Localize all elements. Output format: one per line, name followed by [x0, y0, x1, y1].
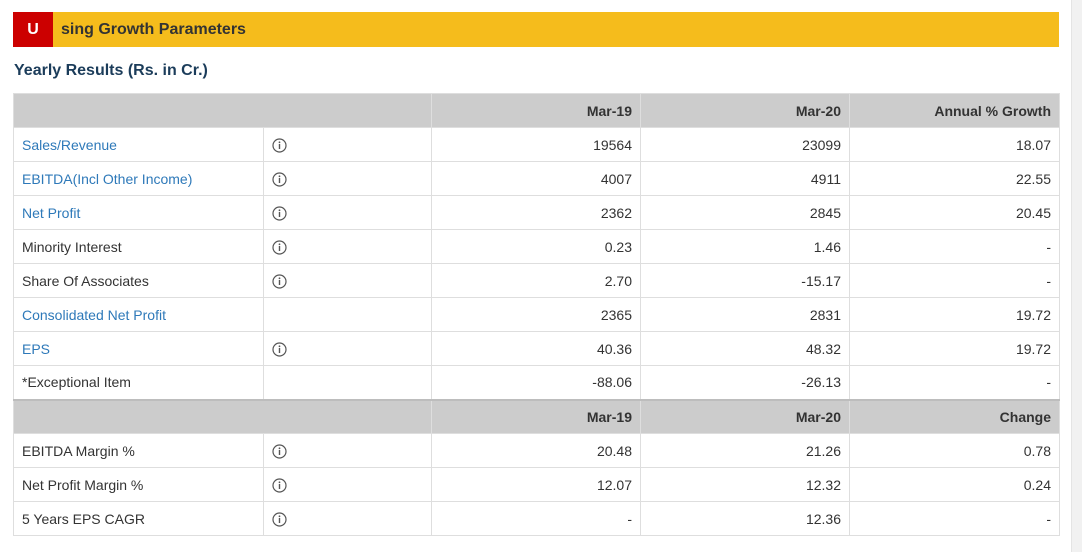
row-label-net-profit[interactable]: Net Profit — [13, 195, 264, 230]
cell-value: -15.17 — [640, 263, 850, 298]
yearly-results-table: Mar-19 Mar-20 Annual % Growth Sales/Reve… — [13, 93, 1060, 536]
empty-info-cell — [263, 297, 432, 332]
table-row: Sales/Revenue 19564 23099 18.07 — [13, 127, 1060, 162]
info-circle-icon[interactable] — [272, 138, 287, 153]
table-row: *Exceptional Item -88.06 -26.13 - — [13, 365, 1060, 400]
info-circle-icon[interactable] — [272, 240, 287, 255]
cell-value: 2365 — [431, 297, 641, 332]
cell-value: 2831 — [640, 297, 850, 332]
header-mar-19: Mar-19 — [431, 93, 641, 128]
cell-value: -88.06 — [431, 365, 641, 400]
empty-info-cell — [263, 365, 432, 400]
table-row: Minority Interest 0.23 1.46 - — [13, 229, 1060, 264]
cell-value: 23099 — [640, 127, 850, 162]
cell-value: 40.36 — [431, 331, 641, 366]
table-row: EBITDA(Incl Other Income) 4007 4911 22.5… — [13, 161, 1060, 196]
banner-letter-badge: U — [13, 12, 53, 47]
info-circle-icon[interactable] — [272, 206, 287, 221]
info-circle-icon[interactable] — [272, 172, 287, 187]
subheader-mar-19: Mar-19 — [431, 398, 641, 434]
info-circle-icon[interactable] — [272, 444, 287, 459]
cell-value: 2845 — [640, 195, 850, 230]
header-annual-growth: Annual % Growth — [849, 93, 1060, 128]
cell-value: 19.72 — [849, 297, 1060, 332]
cell-value: 12.32 — [640, 467, 850, 502]
vertical-scrollbar[interactable] — [1071, 0, 1082, 552]
cell-value: - — [431, 501, 641, 536]
info-circle-icon[interactable] — [272, 274, 287, 289]
row-label-ebitda-margin: EBITDA Margin % — [13, 433, 264, 468]
row-label-share-of-associates: Share Of Associates — [13, 263, 264, 298]
header-blank-cell — [13, 93, 432, 128]
row-label-eps[interactable]: EPS — [13, 331, 264, 366]
cell-value: 19.72 — [849, 331, 1060, 366]
info-circle-icon[interactable] — [272, 512, 287, 527]
subheader-blank-cell — [13, 398, 432, 434]
cell-value: - — [849, 365, 1060, 400]
cell-value: -26.13 — [640, 365, 850, 400]
cell-value: 22.55 — [849, 161, 1060, 196]
table-subheader-row: Mar-19 Mar-20 Change — [13, 398, 1060, 434]
cell-value: 0.24 — [849, 467, 1060, 502]
table-row: 5 Years EPS CAGR - 12.36 - — [13, 501, 1060, 536]
cell-value: 20.45 — [849, 195, 1060, 230]
cell-value: 2362 — [431, 195, 641, 230]
cell-value: - — [849, 501, 1060, 536]
info-circle-icon[interactable] — [272, 478, 287, 493]
cell-value: - — [849, 263, 1060, 298]
row-label-sales-revenue[interactable]: Sales/Revenue — [13, 127, 264, 162]
row-label-net-profit-margin: Net Profit Margin % — [13, 467, 264, 502]
subheader-mar-20: Mar-20 — [640, 398, 850, 434]
yearly-results-title: Yearly Results (Rs. in Cr.) — [14, 62, 208, 79]
cell-value: 0.78 — [849, 433, 1060, 468]
row-label-eps-cagr: 5 Years EPS CAGR — [13, 501, 264, 536]
header-mar-20: Mar-20 — [640, 93, 850, 128]
cell-value: - — [849, 229, 1060, 264]
row-label-ebitda[interactable]: EBITDA(Incl Other Income) — [13, 161, 264, 196]
cell-value: 18.07 — [849, 127, 1060, 162]
cell-value: 2.70 — [431, 263, 641, 298]
banner-title: sing Growth Parameters — [61, 20, 246, 38]
section-banner: U sing Growth Parameters — [13, 12, 1059, 47]
subheader-change: Change — [849, 398, 1060, 434]
cell-value: 48.32 — [640, 331, 850, 366]
table-header-row: Mar-19 Mar-20 Annual % Growth — [13, 93, 1060, 128]
cell-value: 20.48 — [431, 433, 641, 468]
cell-value: 4007 — [431, 161, 641, 196]
cell-value: 1.46 — [640, 229, 850, 264]
cell-value: 19564 — [431, 127, 641, 162]
row-label-minority-interest: Minority Interest — [13, 229, 264, 264]
row-label-consolidated-net-profit[interactable]: Consolidated Net Profit — [13, 297, 264, 332]
info-circle-icon[interactable] — [272, 342, 287, 357]
table-row: Consolidated Net Profit 2365 2831 19.72 — [13, 297, 1060, 332]
table-row: Share Of Associates 2.70 -15.17 - — [13, 263, 1060, 298]
cell-value: 12.07 — [431, 467, 641, 502]
table-row: Net Profit Margin % 12.07 12.32 0.24 — [13, 467, 1060, 502]
cell-value: 21.26 — [640, 433, 850, 468]
cell-value: 12.36 — [640, 501, 850, 536]
cell-value: 4911 — [640, 161, 850, 196]
cell-value: 0.23 — [431, 229, 641, 264]
table-row: EPS 40.36 48.32 19.72 — [13, 331, 1060, 366]
table-row: Net Profit 2362 2845 20.45 — [13, 195, 1060, 230]
row-label-exceptional-item: *Exceptional Item — [13, 365, 264, 400]
table-row: EBITDA Margin % 20.48 21.26 0.78 — [13, 433, 1060, 468]
